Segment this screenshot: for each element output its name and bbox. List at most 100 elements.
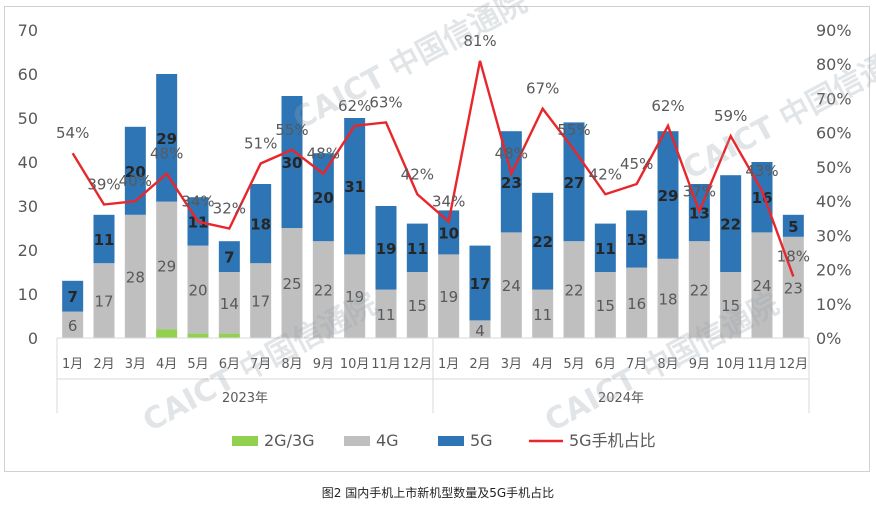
bar-5g-value-label: 23 [501, 174, 522, 192]
bar-5g [344, 118, 366, 255]
bar-4g [500, 232, 522, 338]
line-point-label: 48% [495, 145, 528, 163]
bar-4g [657, 258, 679, 338]
bar-4g [124, 214, 146, 338]
bar-4g [720, 272, 742, 338]
bar-4g [438, 254, 460, 338]
y-left-tick-label: 60 [18, 65, 38, 84]
bar-5g-value-label: 27 [564, 174, 585, 192]
line-point-label: 18% [777, 247, 810, 265]
bar-4g-value-label: 28 [126, 268, 145, 286]
bar-5g [626, 210, 648, 268]
line-point-label: 40% [119, 172, 152, 190]
bar-5g-value-label: 11 [94, 231, 115, 249]
bar-4g-value-label: 29 [157, 257, 176, 275]
bar-4g-value-label: 23 [784, 279, 803, 297]
bar-5g-value-label: 29 [156, 130, 177, 148]
figure-caption: 图2 国内手机上市新机型数量及5G手机占比 [321, 486, 555, 500]
y-right-tick-label: 10% [816, 295, 852, 314]
bar-5g-value-label: 11 [595, 240, 616, 258]
line-point-label: 54% [56, 124, 89, 142]
bar-4g-value-label: 22 [690, 282, 709, 300]
chart-svg: 0 10 20 30 40 50 60 70 0% 10% 20% 30% 40% 50% 60% 70% 80… [18, 0, 876, 450]
bar-5g [375, 206, 397, 290]
line-point-label: 32% [213, 199, 246, 217]
bar-4g-value-label: 16 [627, 295, 646, 313]
x-group-label: 2023年 [222, 391, 268, 406]
x-tick-label: 11月 [747, 357, 777, 372]
bar-4g [563, 241, 585, 338]
y-left-tick-label: 0 [28, 329, 38, 348]
bar-4g-value-label: 15 [408, 297, 427, 315]
bar-4g [187, 245, 209, 334]
chart-frame [4, 6, 870, 472]
bar-4g [218, 272, 240, 334]
bar-4g [62, 311, 84, 338]
line-point-label: 48% [307, 145, 340, 163]
bar-2g3g [187, 333, 209, 338]
line-point-label: 34% [181, 193, 214, 211]
bar-4g [532, 289, 554, 338]
x-tick-label: 8月 [657, 357, 678, 372]
bar-5g-value-label: 17 [470, 275, 491, 293]
x-tick-label: 10月 [716, 357, 746, 372]
bar-5g-value-label: 30 [282, 154, 303, 172]
y-left-tick-label: 40 [18, 153, 38, 172]
legend-label: 5G手机占比 [569, 431, 656, 450]
bar-5g [218, 241, 240, 272]
bar-5g [469, 245, 491, 321]
legend-label: 5G [470, 431, 493, 450]
bar-4g [375, 289, 397, 338]
line-point-label: 39% [87, 176, 120, 194]
bar-5g-value-label: 22 [720, 216, 741, 234]
bar-4g [312, 241, 334, 338]
x-tick-label: 2月 [93, 357, 114, 372]
x-tick-label: 8月 [281, 357, 302, 372]
bar-4g-value-label: 11 [376, 306, 395, 324]
line-point-label: 55% [557, 121, 590, 139]
x-tick-label: 3月 [501, 357, 522, 372]
x-tick-label: 6月 [219, 357, 240, 372]
bar-5g [657, 131, 679, 259]
x-tick-label: 1月 [438, 357, 459, 372]
x-tick-label: 4月 [532, 357, 553, 372]
y-left-tick-label: 20 [18, 241, 38, 260]
bar-4g-value-label: 19 [439, 288, 458, 306]
bar-5g [281, 96, 303, 228]
y-right-tick-label: 50% [816, 158, 852, 177]
x-group-label: 2024年 [598, 391, 644, 406]
y-right-tick-label: 80% [816, 55, 852, 74]
y-right-tick-label: 20% [816, 261, 852, 280]
bar-5g-value-label: 31 [344, 178, 365, 196]
line-point-label: 42% [401, 165, 434, 183]
y-right-tick-label: 60% [816, 124, 852, 143]
bar-4g-value-label: 14 [220, 295, 239, 313]
y-right-tick-label: 0% [816, 329, 841, 348]
bar-4g-value-label: 25 [282, 275, 301, 293]
bar-4g [281, 228, 303, 338]
bar-5g-value-label: 7 [224, 249, 234, 267]
bar-4g [250, 263, 272, 338]
y-left-tick-label: 10 [18, 285, 38, 304]
bar-2g3g [218, 333, 240, 338]
bar-5g [124, 126, 146, 215]
line-point-label: 34% [432, 193, 465, 211]
bar-5g-value-label: 20 [313, 189, 334, 207]
bar-4g [344, 254, 366, 338]
bar-4g-value-label: 15 [596, 297, 615, 315]
line-point-label: 48% [150, 145, 183, 163]
bar-4g [688, 241, 710, 338]
bar-4g [93, 263, 115, 338]
bar-4g [406, 272, 428, 338]
bar-4g-value-label: 4 [475, 322, 485, 340]
bar-5g-value-label: 5 [788, 218, 798, 236]
x-tick-label: 9月 [313, 357, 334, 372]
bar-4g-value-label: 15 [721, 297, 740, 315]
x-tick-label: 2月 [469, 357, 490, 372]
bar-5g-value-label: 7 [67, 288, 77, 306]
bar-5g-value-label: 11 [407, 240, 428, 258]
line-5g-share [71, 60, 795, 277]
bar-5g [156, 74, 178, 202]
bar-5g [406, 223, 428, 272]
bar-5g-value-label: 29 [658, 187, 679, 205]
